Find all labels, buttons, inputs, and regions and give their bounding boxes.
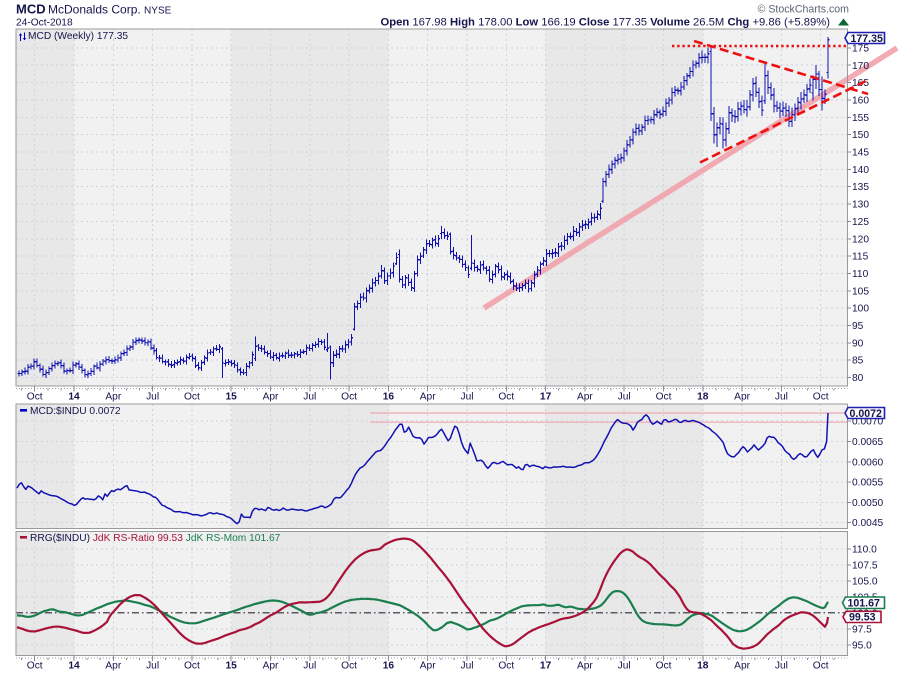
svg-text:150: 150 — [852, 130, 869, 141]
svg-text:Oct: Oct — [656, 392, 672, 403]
svg-text:130: 130 — [852, 200, 869, 211]
svg-text:Jul: Jul — [303, 661, 316, 672]
svg-text:Oct: Oct — [27, 392, 43, 403]
svg-text:155: 155 — [852, 113, 869, 124]
svg-text:85: 85 — [852, 356, 864, 367]
svg-text:Oct: Oct — [184, 392, 200, 403]
svg-text:Open 167.98 High 178.00 Low 16: Open 167.98 High 178.00 Low 166.19 Close… — [381, 17, 831, 29]
svg-text:Oct: Oct — [341, 392, 357, 403]
svg-text:Oct: Oct — [813, 392, 829, 403]
svg-text:145: 145 — [852, 148, 869, 159]
svg-text:Jul: Jul — [618, 661, 631, 672]
svg-text:0.0072: 0.0072 — [850, 408, 883, 420]
svg-text:140: 140 — [852, 165, 869, 176]
svg-text:Apr: Apr — [105, 392, 121, 403]
svg-text:97.5: 97.5 — [852, 624, 872, 635]
svg-text:90: 90 — [852, 338, 864, 349]
svg-text:99.53: 99.53 — [849, 612, 876, 624]
svg-text:105.0: 105.0 — [852, 576, 878, 587]
svg-text:Jul: Jul — [618, 392, 631, 403]
svg-text:Apr: Apr — [420, 392, 436, 403]
svg-text:120: 120 — [852, 234, 869, 245]
svg-text:80: 80 — [852, 373, 864, 384]
svg-text:101.67: 101.67 — [848, 598, 881, 610]
svg-text:Oct: Oct — [184, 661, 200, 672]
svg-text:110: 110 — [852, 269, 869, 280]
svg-text:Jul: Jul — [303, 392, 316, 403]
svg-text:Oct: Oct — [813, 661, 829, 672]
svg-text:Oct: Oct — [498, 661, 514, 672]
svg-text:15: 15 — [226, 661, 238, 672]
svg-text:Oct: Oct — [27, 661, 43, 672]
svg-text:18: 18 — [697, 392, 709, 403]
svg-text:107.5: 107.5 — [852, 560, 878, 571]
svg-text:Apr: Apr — [734, 661, 750, 672]
svg-text:Jul: Jul — [460, 661, 473, 672]
svg-text:Apr: Apr — [734, 392, 750, 403]
svg-text:Apr: Apr — [577, 661, 593, 672]
svg-text:McDonalds Corp. NYSE: McDonalds Corp. NYSE — [48, 3, 172, 17]
svg-text:175: 175 — [852, 43, 869, 54]
svg-text:15: 15 — [226, 392, 238, 403]
svg-text:0.0065: 0.0065 — [852, 437, 883, 448]
svg-text:125: 125 — [852, 217, 869, 228]
svg-text:16: 16 — [383, 392, 395, 403]
svg-text:17: 17 — [540, 392, 552, 403]
svg-text:MCD (Weekly) 177.35: MCD (Weekly) 177.35 — [28, 31, 128, 42]
svg-text:Apr: Apr — [577, 392, 593, 403]
svg-text:Oct: Oct — [341, 661, 357, 672]
svg-text:Jul: Jul — [460, 392, 473, 403]
svg-text:105: 105 — [852, 286, 869, 297]
svg-text:Apr: Apr — [420, 661, 436, 672]
svg-text:Oct: Oct — [656, 661, 672, 672]
svg-text:0.0070: 0.0070 — [852, 417, 883, 428]
svg-text:RRG($INDU) JdK RS-Ratio 99.53: RRG($INDU) JdK RS-Ratio 99.53 JdK RS-Mom… — [30, 533, 281, 544]
svg-text:Apr: Apr — [105, 661, 121, 672]
svg-text:160: 160 — [852, 96, 869, 107]
svg-text:95.0: 95.0 — [852, 640, 872, 651]
svg-text:0.0060: 0.0060 — [852, 457, 883, 468]
svg-text:177.35: 177.35 — [851, 33, 884, 45]
svg-text:18: 18 — [697, 661, 709, 672]
svg-text:MCD:$INDU 0.0072: MCD:$INDU 0.0072 — [30, 406, 121, 417]
svg-text:170: 170 — [852, 61, 869, 72]
svg-text:14: 14 — [68, 392, 80, 403]
svg-text:16: 16 — [383, 661, 395, 672]
svg-text:Oct: Oct — [498, 392, 514, 403]
svg-text:Jul: Jul — [775, 661, 788, 672]
svg-text:24-Oct-2018: 24-Oct-2018 — [16, 18, 73, 29]
svg-text:Jul: Jul — [146, 392, 159, 403]
svg-text:0.0045: 0.0045 — [852, 518, 883, 529]
svg-text:17: 17 — [540, 661, 552, 672]
svg-text:14: 14 — [68, 661, 80, 672]
svg-text:Apr: Apr — [263, 661, 279, 672]
svg-text:95: 95 — [852, 321, 864, 332]
svg-text:Jul: Jul — [775, 392, 788, 403]
svg-text:Jul: Jul — [146, 661, 159, 672]
svg-text:115: 115 — [852, 252, 869, 263]
svg-text:100: 100 — [852, 304, 869, 315]
svg-text:0.0055: 0.0055 — [852, 478, 883, 489]
svg-text:Apr: Apr — [263, 392, 279, 403]
svg-text:135: 135 — [852, 182, 869, 193]
svg-text:110.0: 110.0 — [852, 544, 877, 555]
svg-text:© StockCharts.com: © StockCharts.com — [758, 4, 850, 16]
svg-text:MCD: MCD — [16, 2, 46, 17]
svg-text:0.0050: 0.0050 — [852, 498, 883, 509]
